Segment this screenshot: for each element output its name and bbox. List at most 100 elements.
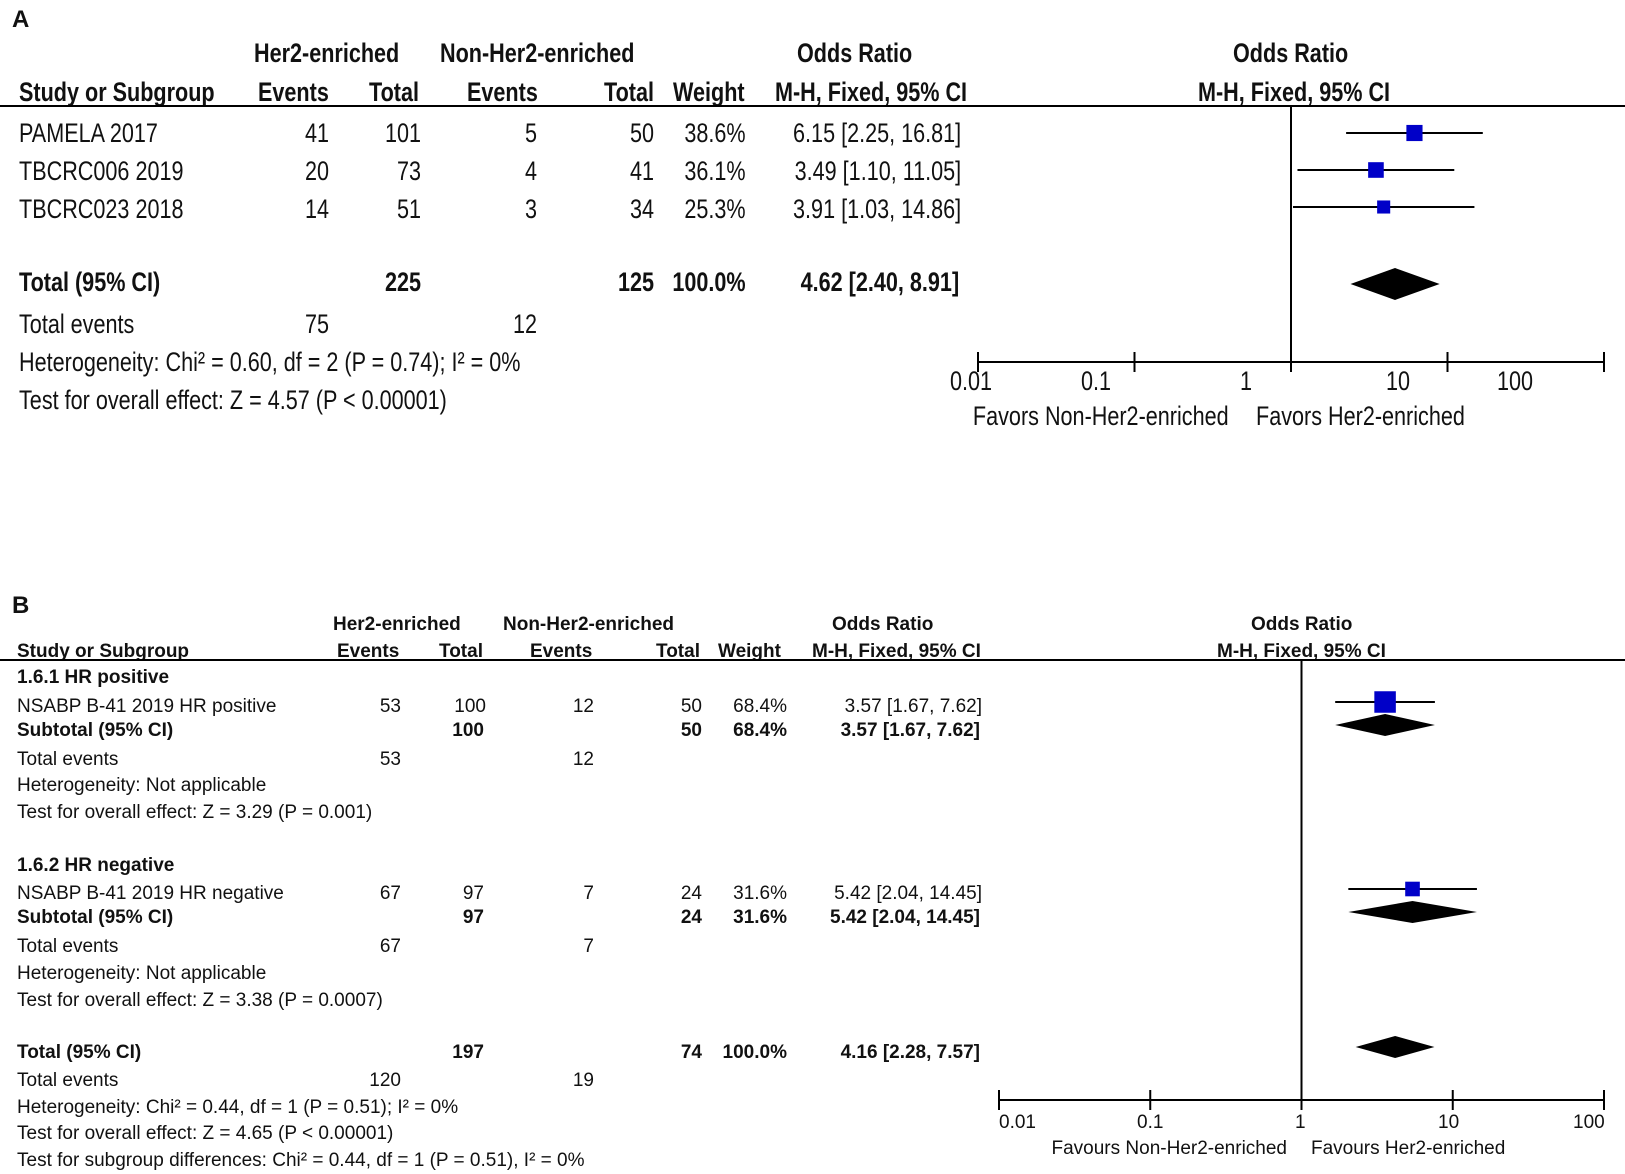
b-subtotal-label: Subtotal (95% CI) <box>17 720 174 741</box>
b-or-title-left: Odds Ratio <box>832 614 934 635</box>
b-tick-label: 10 <box>1438 1112 1460 1133</box>
a-study-weight: 36.1% <box>684 156 746 186</box>
b-or-method-left: M-H, Fixed, 95% CI <box>812 641 981 662</box>
a-study-header: Study or Subgroup <box>19 77 215 107</box>
b-subtotal-weight: 68.4% <box>733 720 787 741</box>
a-total-label: Total (95% CI) <box>19 267 161 297</box>
b-study-weight: 68.4% <box>733 696 787 717</box>
a-total-events-label: Total events <box>19 309 135 339</box>
b-study-marker <box>1374 691 1396 713</box>
a-total-diamond <box>1350 268 1440 300</box>
b-study-marker <box>1405 881 1420 897</box>
b-total-events-label: Total events <box>17 749 119 770</box>
b-total-t1: 197 <box>452 1042 484 1063</box>
b-subtotal-ci: 5.42 [2.04, 14.45] <box>830 907 980 928</box>
b-study-e2: 7 <box>583 883 594 904</box>
b-study-ci: 3.57 [1.67, 7.62] <box>844 696 982 717</box>
b-study-weight: 31.6% <box>733 883 787 904</box>
a-total2-header: Total <box>604 77 654 107</box>
a-tick-label: 10 <box>1385 366 1411 396</box>
a-total1-header: Total <box>369 77 419 107</box>
b-subtotal-label: Subtotal (95% CI) <box>17 907 174 928</box>
a-study-weight: 38.6% <box>684 118 746 148</box>
b-or-title-right: Odds Ratio <box>1251 614 1353 635</box>
a-study-e2: 5 <box>524 118 537 148</box>
a-study-e1: 41 <box>304 118 329 148</box>
b-subgroup-heterogeneity: Heterogeneity: Not applicable <box>17 775 267 796</box>
b-group2-header: Non-Her2-enriched <box>503 614 675 635</box>
a-or-title-left: Odds Ratio <box>797 38 913 68</box>
b-subgroup-overall-effect: Test for overall effect: Z = 3.38 (P = 0… <box>17 990 383 1011</box>
b-tick-label: 0.01 <box>999 1112 1036 1133</box>
b-total-ci: 4.16 [2.28, 7.57] <box>840 1042 980 1063</box>
b-subtotal-t1: 100 <box>452 720 484 741</box>
b-subtotal-weight: 31.6% <box>733 907 787 928</box>
a-tick-label: 1 <box>1239 366 1253 396</box>
a-or-method-right: M-H, Fixed, 95% CI <box>1198 77 1391 107</box>
b-subtotal-ci: 3.57 [1.67, 7.62] <box>840 720 980 741</box>
b-study-t2: 50 <box>680 696 702 717</box>
b-subgroup-title: 1.6.1 HR positive <box>17 667 170 688</box>
b-subgroup-title: 1.6.2 HR negative <box>17 855 175 876</box>
b-total-t2: 74 <box>680 1042 702 1063</box>
a-tick-label: 100 <box>1496 366 1533 396</box>
a-total-t2: 125 <box>617 267 654 297</box>
a-study-t2: 34 <box>629 194 654 224</box>
b-total-diamond <box>1355 1036 1435 1058</box>
b-subtotal-diamond <box>1335 714 1435 736</box>
a-study-name: PAMELA 2017 <box>19 118 158 148</box>
a-or-title-right: Odds Ratio <box>1233 38 1349 68</box>
b-subtotal-t2: 24 <box>680 907 702 928</box>
b-subgroup-overall-effect: Test for overall effect: Z = 3.29 (P = 0… <box>17 802 373 823</box>
a-total-t1: 225 <box>384 267 421 297</box>
b-subtotal-t2: 50 <box>680 720 702 741</box>
a-events2-header: Events <box>467 77 538 107</box>
a-group2-header: Non-Her2-enriched <box>440 38 635 68</box>
b-subgroup-heterogeneity: Heterogeneity: Not applicable <box>17 963 267 984</box>
a-study-marker <box>1406 124 1423 142</box>
b-study-name: NSABP B-41 2019 HR negative <box>17 883 284 904</box>
b-total2-header: Total <box>656 641 700 662</box>
b-total-events-e2: 12 <box>572 749 594 770</box>
b-study-e2: 12 <box>572 696 594 717</box>
b-total-events-e1: 53 <box>379 749 401 770</box>
panel-label-b: B <box>12 592 30 619</box>
b-total-events-e2: 7 <box>583 936 594 957</box>
a-study-weight: 25.3% <box>684 194 746 224</box>
b-total-label: Total (95% CI) <box>17 1042 142 1063</box>
a-study-name: TBCRC006 2019 <box>19 156 184 186</box>
b-or-method-right: M-H, Fixed, 95% CI <box>1217 641 1386 662</box>
b-events1-header: Events <box>337 641 400 662</box>
a-study-e2: 3 <box>524 194 537 224</box>
b-total-events-e1: 67 <box>379 936 401 957</box>
b-weight-header: Weight <box>718 641 781 662</box>
b-total-events-e1: 120 <box>369 1070 401 1091</box>
b-favors-left: Favours Non-Her2-enriched <box>1051 1138 1288 1159</box>
b-total-events-label: Total events <box>17 936 119 957</box>
a-study-e2: 4 <box>524 156 537 186</box>
a-study-t1: 51 <box>396 194 421 224</box>
b-tick-label: 1 <box>1295 1112 1306 1133</box>
a-overall-effect: Test for overall effect: Z = 4.57 (P < 0… <box>19 385 447 415</box>
a-favors-right: Favors Her2-enriched <box>1256 401 1465 431</box>
a-study-name: TBCRC023 2018 <box>19 194 184 224</box>
panel-label-a: A <box>12 6 30 33</box>
b-study-header: Study or Subgroup <box>17 641 190 662</box>
b-overall-effect: Test for overall effect: Z = 4.65 (P < 0… <box>17 1123 394 1144</box>
b-total1-header: Total <box>439 641 483 662</box>
b-study-name: NSABP B-41 2019 HR positive <box>17 696 277 717</box>
a-or-method-left: M-H, Fixed, 95% CI <box>775 77 968 107</box>
a-heterogeneity: Heterogeneity: Chi² = 0.60, df = 2 (P = … <box>19 347 521 377</box>
a-study-t2: 41 <box>629 156 654 186</box>
a-favors-left: Favors Non-Her2-enriched <box>973 401 1229 431</box>
b-total-events-label: Total events <box>17 1070 119 1091</box>
a-tick-label: 0.1 <box>1080 366 1112 396</box>
b-tick-label: 100 <box>1573 1112 1605 1133</box>
a-group1-header: Her2-enriched <box>254 38 400 68</box>
a-study-e1: 14 <box>304 194 329 224</box>
a-study-ci: 6.15 [2.25, 16.81] <box>792 118 961 148</box>
a-study-e1: 20 <box>304 156 329 186</box>
a-total-weight: 100.0% <box>672 267 746 297</box>
a-study-marker <box>1377 200 1391 214</box>
